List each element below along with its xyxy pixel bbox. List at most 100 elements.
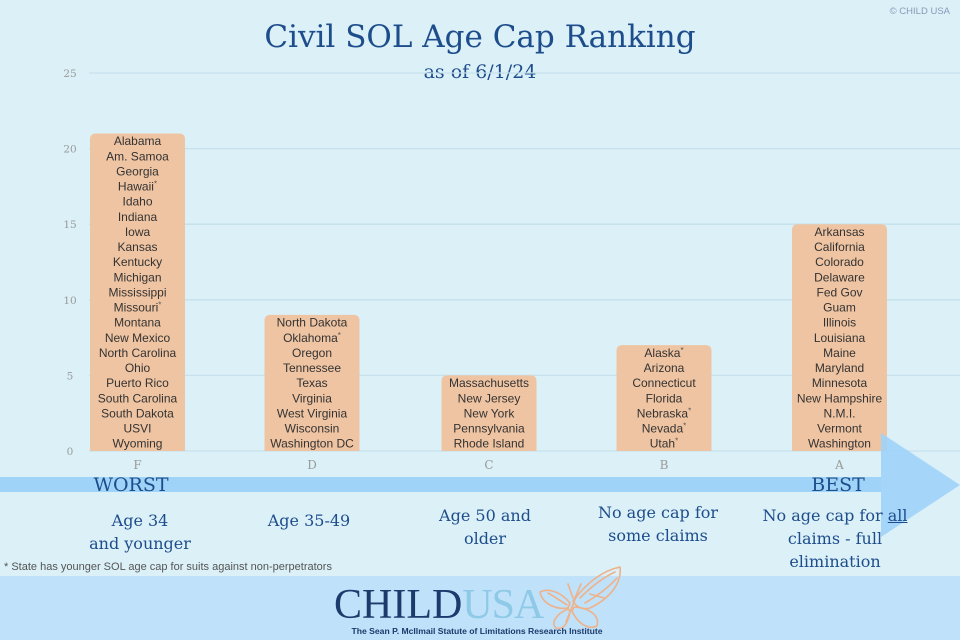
chart-title: Civil SOL Age Cap Ranking — [264, 19, 696, 55]
description-line: No age cap for — [597, 503, 719, 522]
best-label: BEST — [811, 474, 865, 496]
bar-label-state: Kansas — [117, 240, 157, 254]
bar-label-state: Oklahoma* — [283, 331, 341, 345]
bar-label-state: Florida — [646, 391, 683, 405]
bar-label-state: Connecticut — [632, 376, 696, 390]
bar-label-state: Minnesota — [812, 376, 868, 390]
bar-label-state: Texas — [296, 376, 327, 390]
y-tick-label: 0 — [67, 446, 74, 458]
arrow-band — [0, 477, 881, 492]
bar-label-state: Kentucky — [113, 255, 162, 269]
bar-label-state: Maine — [823, 346, 856, 360]
bar-label-state: Washington — [808, 437, 871, 451]
bar-label-state: South Carolina — [98, 391, 178, 405]
bar-label-state: Delaware — [814, 270, 865, 284]
grade-a-description: No age cap for all claims - full elimina… — [740, 504, 930, 573]
bar-label-state: Illinois — [823, 316, 856, 330]
butterfly-icon — [539, 566, 621, 630]
logo-child-text: CHILD — [334, 582, 463, 628]
x-tick-label: B — [660, 458, 669, 472]
description-line: and younger — [89, 534, 191, 553]
bar-label-state: Guam — [823, 301, 856, 315]
bar-label-state: Colorado — [815, 255, 864, 269]
worst-to-best-arrow — [0, 433, 960, 537]
description-line: older — [463, 529, 507, 548]
description-line: Age 50 and — [439, 506, 531, 525]
logo-tagline: The Sean P. McIlmail Statute of Limitati… — [351, 626, 603, 636]
bar-label-state: Indiana — [118, 210, 158, 224]
bar-label-state: Alabama — [114, 134, 162, 148]
grade-b-description: No age cap for some claims — [563, 501, 753, 547]
bar-label-state: USVI — [123, 422, 151, 436]
bar-label-state: Nebraska* — [637, 406, 691, 420]
bar-D — [264, 314, 360, 451]
bar-label-state: Iowa — [125, 225, 151, 239]
bar-label-state: Wisconsin — [285, 422, 340, 436]
description-text: No age cap for — [762, 506, 883, 525]
grade-f-description: Age 34 and younger — [45, 509, 235, 555]
bar-label-state: Massachusetts — [449, 376, 529, 390]
bar-label-state: Virginia — [292, 391, 332, 405]
x-tick-label: D — [307, 458, 317, 472]
bar-label-state: North Dakota — [277, 316, 348, 330]
bar-label-state: Pennsylvania — [453, 422, 525, 436]
bar-B — [616, 345, 712, 451]
bar-label-state: West Virginia — [277, 406, 348, 420]
bar-label-state: Utah* — [650, 437, 678, 451]
description-line: Age 34 — [111, 511, 169, 530]
chart-subtitle: as of 6/1/24 — [423, 61, 537, 83]
bar-C — [441, 375, 537, 451]
bar-label-state: Hawaii* — [118, 180, 157, 194]
y-axis-ticks: 0 5 10 15 20 25 — [63, 68, 76, 458]
bar-label-state: New Jersey — [458, 391, 521, 405]
description-line: No age cap for all — [740, 504, 930, 527]
x-tick-label: C — [484, 458, 493, 472]
bar-label-state: Ohio — [125, 361, 151, 375]
y-tick-label: 15 — [63, 219, 76, 231]
bar-label-state: California — [814, 240, 865, 254]
logo-usa-text: USA — [462, 582, 544, 628]
bar-label-state: Rhode Island — [454, 437, 525, 451]
description-line: Age 35-49 — [267, 511, 351, 530]
bar-label-state: New Hampshire — [797, 391, 883, 405]
bar-label-state: Montana — [114, 316, 161, 330]
footer-band — [0, 576, 960, 640]
description-emphasis: all — [887, 506, 908, 525]
bar-F — [90, 133, 185, 452]
bar-label-state: Michigan — [113, 270, 161, 284]
bar-label-state: Arkansas — [814, 225, 864, 239]
bar-label-state: Washington DC — [270, 437, 354, 451]
bar-label-state: Alaska* — [644, 346, 683, 360]
bar-label-state: Am. Samoa — [106, 149, 169, 163]
bar-label-state: Wyoming — [113, 437, 163, 451]
bar-label-state: North Carolina — [99, 346, 177, 360]
footnote: * State has younger SOL age cap for suit… — [4, 561, 332, 573]
y-tick-label: 20 — [63, 144, 76, 156]
arrow-head-icon — [881, 433, 960, 537]
bar-label-state: Maryland — [815, 361, 864, 375]
bar-label-state: New Mexico — [105, 331, 171, 345]
bar-label-state: New York — [464, 406, 516, 420]
bar-A — [792, 224, 887, 451]
description-line: elimination — [789, 552, 881, 571]
x-tick-label: A — [834, 458, 844, 472]
bar-label-state: Vermont — [817, 422, 862, 436]
x-tick-label: F — [133, 458, 141, 472]
grade-c-description: Age 50 and older — [390, 504, 580, 550]
bar-label-state: Tennessee — [283, 361, 341, 375]
bar-label-state: Oregon — [292, 346, 332, 360]
bar-label-state: Idaho — [122, 195, 152, 209]
bar-label-state: Arizona — [644, 361, 685, 375]
grade-d-description: Age 35-49 — [214, 509, 404, 532]
bar-label-state: Missouri* — [114, 301, 162, 315]
y-tick-label: 5 — [67, 370, 74, 382]
bar-label-state: N.M.I. — [824, 406, 856, 420]
bar-label-state: Nevada* — [642, 422, 687, 436]
y-tick-label: 10 — [63, 295, 76, 307]
description-line: claims - full — [787, 529, 883, 548]
worst-label: WORST — [93, 474, 169, 496]
